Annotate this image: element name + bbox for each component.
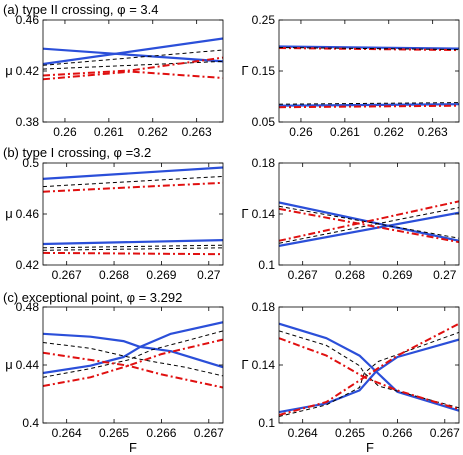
panel-1-ytick-label: 0.15 [252,64,276,78]
panel-0-ylabel: μ [5,63,13,78]
panel-5-ytick-label: 0.1 [258,416,275,430]
panel-2-xtick-label: 0.267 [52,268,82,282]
panel-2-xtick-label: 0.269 [146,268,176,282]
panel-2-ytick-label: 0.46 [16,207,40,221]
panel-0-series-3-dash-line [43,60,223,70]
panel-4-series-5-red-line [43,338,223,387]
panel-3-ytick-label: 0.1 [258,258,275,272]
panel-2-series-6-red-line [43,251,223,256]
panel-3-xtick-label: 0.27 [433,268,457,282]
panel-1-xtick-label: 0.261 [330,125,360,139]
panel-4-xtick-label: 0.264 [52,426,82,440]
panel-4-xtick-label: 0.265 [99,426,129,440]
panel-0-xtick-label: 0.262 [138,125,168,139]
panel-1-ylabel: Γ [241,63,248,78]
panel-4-series-2-dash-line [43,342,223,377]
panel-0-series-2-dash-line [43,49,223,66]
panel-4-ylabel: μ [5,357,13,372]
panel-b-title: (b) type I crossing, φ =3.2 [3,145,151,160]
panel-1-xtick-label: 0.263 [418,125,448,139]
panel-4-xtick-label: 0.267 [194,426,224,440]
panel-1-series-4-red-line [279,104,459,109]
panel-c-left-xlabel: F [129,440,137,455]
panel-3-series-5-red-line [279,200,459,242]
panel-1-ytick-label: 0.05 [252,115,276,129]
panel-5-series-2-dash-line [279,330,459,409]
panel-3-xtick-label: 0.269 [382,268,412,282]
panel-2-ytick-label: 0.5 [22,156,39,170]
panel-0-series-5-red-line [43,56,223,77]
panel-2-series-5-dash-line [43,247,223,251]
panel-2-series-3-blue-line [43,239,223,246]
panel-5-series-3-dash-line [279,331,459,417]
panel-1-xtick-label: 0.262 [374,125,404,139]
panel-3-series-2-dash-line [279,205,459,239]
panel-5-xtick-label: 0.265 [335,426,365,440]
panel-0-ytick-label: 0.42 [16,64,40,78]
panel-4-series-1-blue-line [43,321,223,375]
panel-2-ylabel: μ [5,206,13,221]
panel-3-xtick-label: 0.268 [335,268,365,282]
panel-0-series-1-blue-line [43,37,223,66]
panel-4-ytick-label: 0.44 [16,358,40,372]
panel-3-xtick-label: 0.267 [288,268,318,282]
panel-0-xtick-label: 0.26 [53,125,77,139]
panel-5-ytick-label: 0.14 [252,358,276,372]
panel-4-series-3-dash-line [43,330,223,378]
panel-5-ytick-label: 0.18 [252,300,276,314]
panel-5-xtick-label: 0.266 [382,426,412,440]
panel-4-ytick-label: 0.4 [22,416,39,430]
panel-5-series-0-blue-line [279,322,459,412]
panel-4-ytick-label: 0.48 [16,300,40,314]
panel-c-right-xlabel: F [366,440,374,455]
panel-1-series-5-dash-line [279,102,459,105]
panel-3-series-4-red-line [279,207,459,244]
panel-0-xtick-label: 0.261 [94,125,124,139]
panel-2-plot-frame [42,162,224,266]
panel-a-title: (a) type II crossing, φ = 3.4 [3,2,158,17]
panel-4-series-0-blue-line [43,332,223,369]
panel-5-ylabel: Γ [241,357,248,372]
panel-2-xtick-label: 0.27 [197,268,221,282]
panel-4-xtick-label: 0.266 [146,426,176,440]
panel-0-series-4-red-line [43,70,223,81]
panel-3-series-1-blue-line [279,211,459,247]
panel-5-xtick-label: 0.264 [288,426,318,440]
panel-0-xtick-label: 0.263 [182,125,212,139]
panel-3-plot-frame [278,162,460,266]
panel-4-series-4-red-line [43,351,223,389]
panel-2-ytick-label: 0.42 [16,258,40,272]
panel-5-series-5-red-line [279,322,459,416]
panel-1-series-2-dash-line [279,47,459,51]
panel-1-series-3-blue-line [279,103,459,107]
panel-3-ytick-label: 0.14 [252,207,276,221]
panel-0-ytick-label: 0.38 [16,115,40,129]
panel-2-series-1-dash-line [43,175,223,188]
panel-5-xtick-label: 0.267 [430,426,460,440]
panel-3-ytick-label: 0.18 [252,156,276,170]
panel-3-ylabel: Γ [241,206,248,221]
panel-c-title: (c) exceptional point, φ = 3.292 [3,290,182,305]
panel-2-series-0-blue-line [43,166,223,180]
panel-2-xtick-label: 0.268 [99,268,129,282]
panel-1-xtick-label: 0.26 [289,125,313,139]
panel-2-series-4-dash-line [43,244,223,249]
panel-2-series-2-red-line [43,181,223,193]
panel-1-ytick-label: 0.25 [252,13,276,27]
panel-0-series-0-blue-line [43,47,223,63]
panel-0-ytick-label: 0.46 [16,13,40,27]
panel-1-series-0-blue-line [279,45,459,50]
